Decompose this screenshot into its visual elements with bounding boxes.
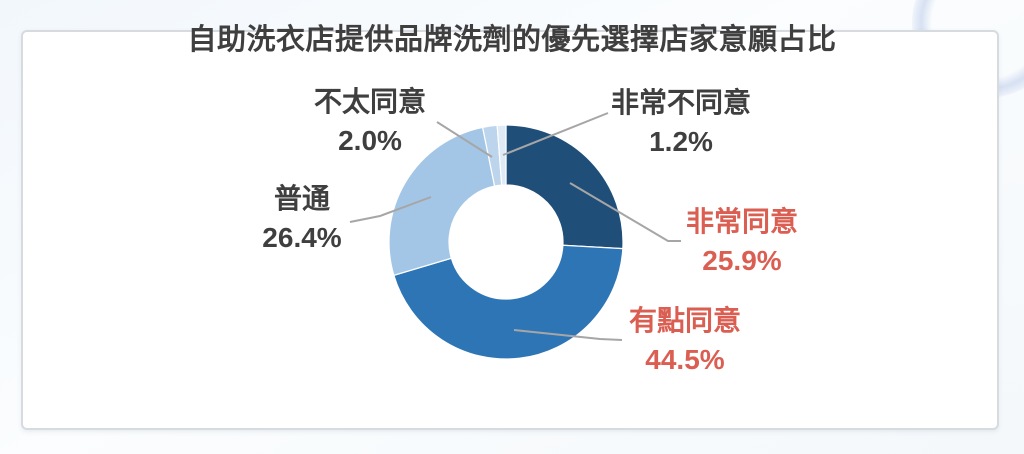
slice-label-somewhat-disagree: 不太同意 2.0% — [314, 82, 426, 160]
slice-neutral — [388, 126, 496, 277]
slice-label-strongly-disagree: 非常不同意 1.2% — [611, 83, 751, 161]
slice-name: 普通 — [273, 183, 330, 214]
slice-strongly-agree — [505, 124, 624, 250]
slice-name: 不太同意 — [313, 86, 427, 117]
slice-somewhat-agree — [393, 244, 624, 360]
chart-title: 自助洗衣店提供品牌洗劑的優先選擇店家意願占比 — [187, 24, 837, 56]
leader-line-slice-strongly-disagree — [502, 112, 609, 156]
leader-line-slice-somewhat-disagree — [436, 121, 493, 158]
slice-name: 有點同意 — [628, 305, 742, 336]
slice-label-neutral: 普通 26.4% — [262, 179, 341, 257]
slice-value: 1.2% — [649, 126, 713, 157]
slice-value: 26.4% — [262, 222, 342, 253]
slice-value: 25.9% — [702, 245, 782, 276]
slice-name: 非常同意 — [685, 206, 799, 237]
slice-strongly-disagree — [496, 124, 507, 186]
slice-value: 44.5% — [645, 344, 725, 375]
slice-name: 非常不同意 — [610, 87, 752, 118]
slice-value: 2.0% — [338, 125, 402, 156]
slice-label-strongly-agree: 非常同意 25.9% — [686, 202, 798, 280]
slice-label-somewhat-agree: 有點同意 44.5% — [629, 301, 741, 379]
leader-line-slice-strongly-agree — [569, 182, 681, 242]
chart-card — [21, 30, 999, 430]
leader-line-slice-somewhat-agree — [513, 329, 623, 341]
leader-line-slice-neutral — [349, 196, 432, 223]
